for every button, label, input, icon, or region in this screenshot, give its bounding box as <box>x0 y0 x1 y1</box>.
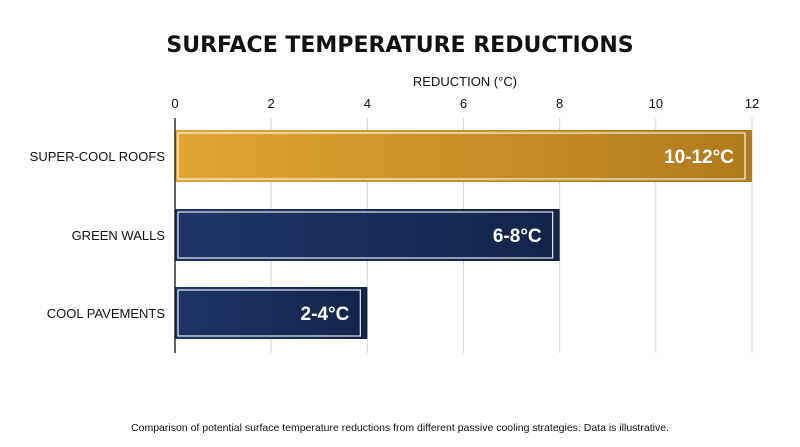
bar-data-label: 6-8°C <box>493 226 542 247</box>
bar-inner-border <box>177 289 361 337</box>
x-tick-label: 12 <box>745 96 759 111</box>
category-label: SUPER-COOL ROOFS <box>30 149 166 164</box>
x-tick-label: 8 <box>556 96 563 111</box>
x-axis-label: REDUCTION (°C) <box>413 74 517 89</box>
x-tick-label: 10 <box>649 96 663 111</box>
chart-title: SURFACE TEMPERATURE REDUCTIONS <box>166 33 633 58</box>
bar <box>175 209 560 261</box>
x-tick-label: 6 <box>460 96 467 111</box>
x-tick-label: 0 <box>171 96 178 111</box>
bar-inner-border <box>177 132 746 180</box>
bar <box>175 130 752 182</box>
bars: 10-12°C 6-8°C 2-4°C <box>175 130 752 339</box>
bar-data-label: 10-12°C <box>664 147 734 168</box>
x-axis-ticks: 0 2 4 6 8 10 12 <box>171 96 759 111</box>
category-label: GREEN WALLS <box>72 228 166 243</box>
category-label: COOL PAVEMENTS <box>47 306 166 321</box>
chart-caption: Comparison of potential surface temperat… <box>131 422 669 434</box>
bar <box>175 287 368 339</box>
x-tick-label: 4 <box>364 96 371 111</box>
x-tick-label: 2 <box>268 96 275 111</box>
bar-data-label: 2-4°C <box>301 304 350 325</box>
y-axis-categories: SUPER-COOL ROOFS GREEN WALLS COOL PAVEMENT… <box>30 149 166 321</box>
bar-inner-border <box>177 211 554 259</box>
